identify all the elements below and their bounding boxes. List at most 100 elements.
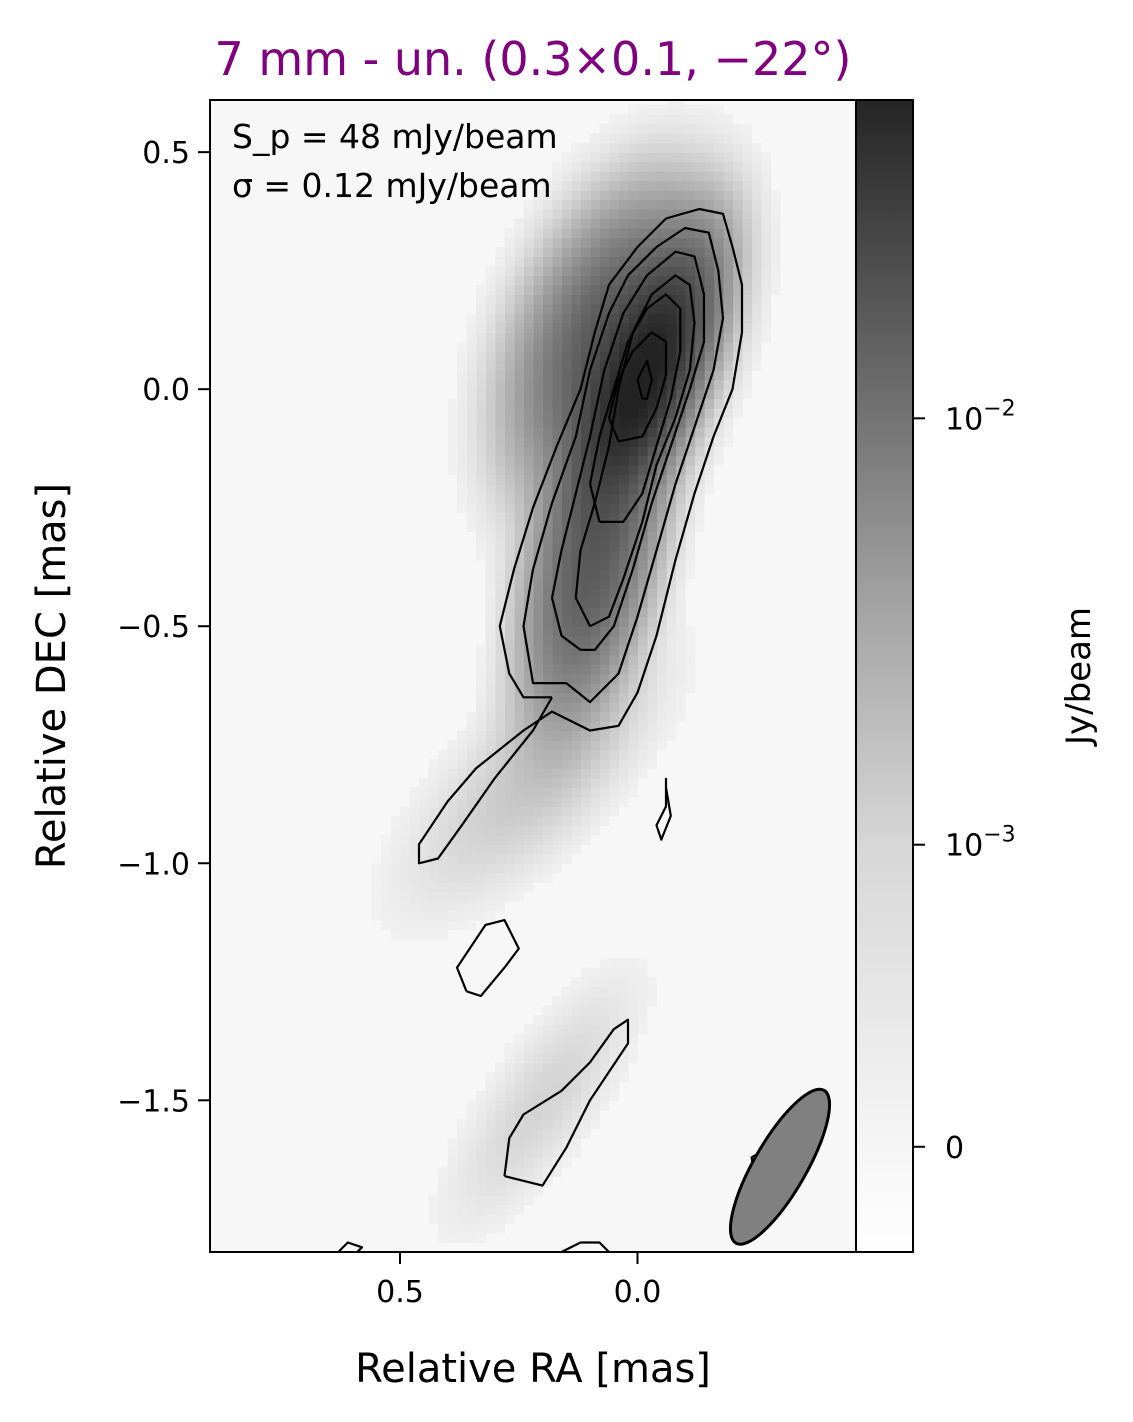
intensity-pixel xyxy=(533,1147,544,1158)
intensity-pixel xyxy=(514,341,525,352)
intensity-pixel xyxy=(723,180,734,191)
intensity-pixel xyxy=(476,683,487,694)
intensity-pixel xyxy=(647,209,658,220)
intensity-pixel xyxy=(457,768,468,779)
intensity-pixel xyxy=(447,1176,458,1187)
intensity-pixel xyxy=(656,313,667,324)
intensity-pixel xyxy=(656,730,667,741)
intensity-pixel xyxy=(542,190,553,201)
intensity-pixel xyxy=(495,787,506,798)
intensity-pixel xyxy=(618,370,629,381)
intensity-pixel xyxy=(628,740,639,751)
intensity-pixel xyxy=(542,351,553,362)
intensity-pixel xyxy=(485,1109,496,1120)
intensity-pixel xyxy=(447,740,458,751)
intensity-pixel xyxy=(609,787,620,798)
intensity-pixel xyxy=(476,768,487,779)
intensity-pixel xyxy=(580,237,591,248)
intensity-pixel xyxy=(485,1223,496,1234)
intensity-pixel xyxy=(495,1138,506,1149)
intensity-pixel xyxy=(599,540,610,551)
intensity-pixel xyxy=(447,853,458,864)
intensity-pixel xyxy=(457,910,468,921)
intensity-pixel xyxy=(599,493,610,504)
intensity-pixel xyxy=(628,616,639,627)
intensity-pixel xyxy=(514,759,525,770)
intensity-pixel xyxy=(590,171,601,182)
intensity-pixel xyxy=(523,711,534,722)
intensity-pixel xyxy=(485,1185,496,1196)
intensity-pixel xyxy=(495,569,506,580)
intensity-pixel xyxy=(599,1100,610,1111)
intensity-pixel xyxy=(514,284,525,295)
intensity-pixel xyxy=(713,161,724,172)
intensity-pixel xyxy=(533,1109,544,1120)
intensity-pixel xyxy=(647,313,658,324)
intensity-pixel xyxy=(647,759,658,770)
intensity-pixel xyxy=(713,180,724,191)
intensity-pixel xyxy=(552,190,563,201)
intensity-pixel xyxy=(694,360,705,371)
intensity-pixel xyxy=(675,673,686,684)
intensity-pixel xyxy=(609,569,620,580)
intensity-pixel xyxy=(647,398,658,409)
intensity-pixel xyxy=(504,417,515,428)
intensity-pixel xyxy=(457,370,468,381)
intensity-pixel xyxy=(466,1195,477,1206)
intensity-pixel xyxy=(514,408,525,419)
intensity-pixel xyxy=(542,806,553,817)
intensity-pixel xyxy=(485,322,496,333)
intensity-pixel xyxy=(609,351,620,362)
intensity-pixel xyxy=(637,379,648,390)
intensity-pixel xyxy=(533,588,544,599)
intensity-pixel xyxy=(666,398,677,409)
intensity-pixel xyxy=(428,787,439,798)
intensity-pixel xyxy=(666,370,677,381)
intensity-pixel xyxy=(628,209,639,220)
intensity-pixel xyxy=(685,161,696,172)
intensity-pixel xyxy=(523,351,534,362)
intensity-pixel xyxy=(647,654,658,665)
intensity-pixel xyxy=(561,796,572,807)
intensity-pixel xyxy=(514,247,525,258)
intensity-pixel xyxy=(732,142,743,153)
intensity-pixel xyxy=(590,768,601,779)
intensity-pixel xyxy=(675,569,686,580)
intensity-pixel xyxy=(466,863,477,874)
intensity-pixel xyxy=(533,427,544,438)
intensity-pixel xyxy=(618,977,629,988)
intensity-pixel xyxy=(485,768,496,779)
intensity-pixel xyxy=(561,303,572,314)
intensity-pixel xyxy=(542,1005,553,1016)
intensity-pixel xyxy=(571,986,582,997)
intensity-pixel xyxy=(666,654,677,665)
intensity-pixel xyxy=(637,152,648,163)
intensity-pixel xyxy=(485,1166,496,1177)
intensity-pixel xyxy=(590,417,601,428)
intensity-pixel xyxy=(618,996,629,1007)
intensity-pixel xyxy=(533,360,544,371)
intensity-pixel xyxy=(466,920,477,931)
intensity-pixel xyxy=(628,332,639,343)
intensity-pixel xyxy=(599,436,610,447)
intensity-pixel xyxy=(485,1195,496,1206)
intensity-pixel xyxy=(742,152,753,163)
intensity-pixel xyxy=(609,190,620,201)
intensity-pixel xyxy=(390,929,401,940)
intensity-pixel xyxy=(656,578,667,589)
intensity-pixel xyxy=(599,265,610,276)
intensity-pixel xyxy=(438,777,449,788)
intensity-pixel xyxy=(590,986,601,997)
intensity-pixel xyxy=(637,228,648,239)
intensity-pixel xyxy=(704,180,715,191)
intensity-pixel xyxy=(723,218,734,229)
contour-level-1 xyxy=(503,1018,630,1187)
intensity-pixel xyxy=(618,550,629,561)
intensity-pixel xyxy=(476,673,487,684)
contour-level-1 xyxy=(455,919,520,998)
intensity-pixel xyxy=(599,1081,610,1092)
intensity-pixel xyxy=(476,493,487,504)
intensity-pixel xyxy=(476,455,487,466)
intensity-pixel xyxy=(428,844,439,855)
intensity-pixel xyxy=(685,142,696,153)
